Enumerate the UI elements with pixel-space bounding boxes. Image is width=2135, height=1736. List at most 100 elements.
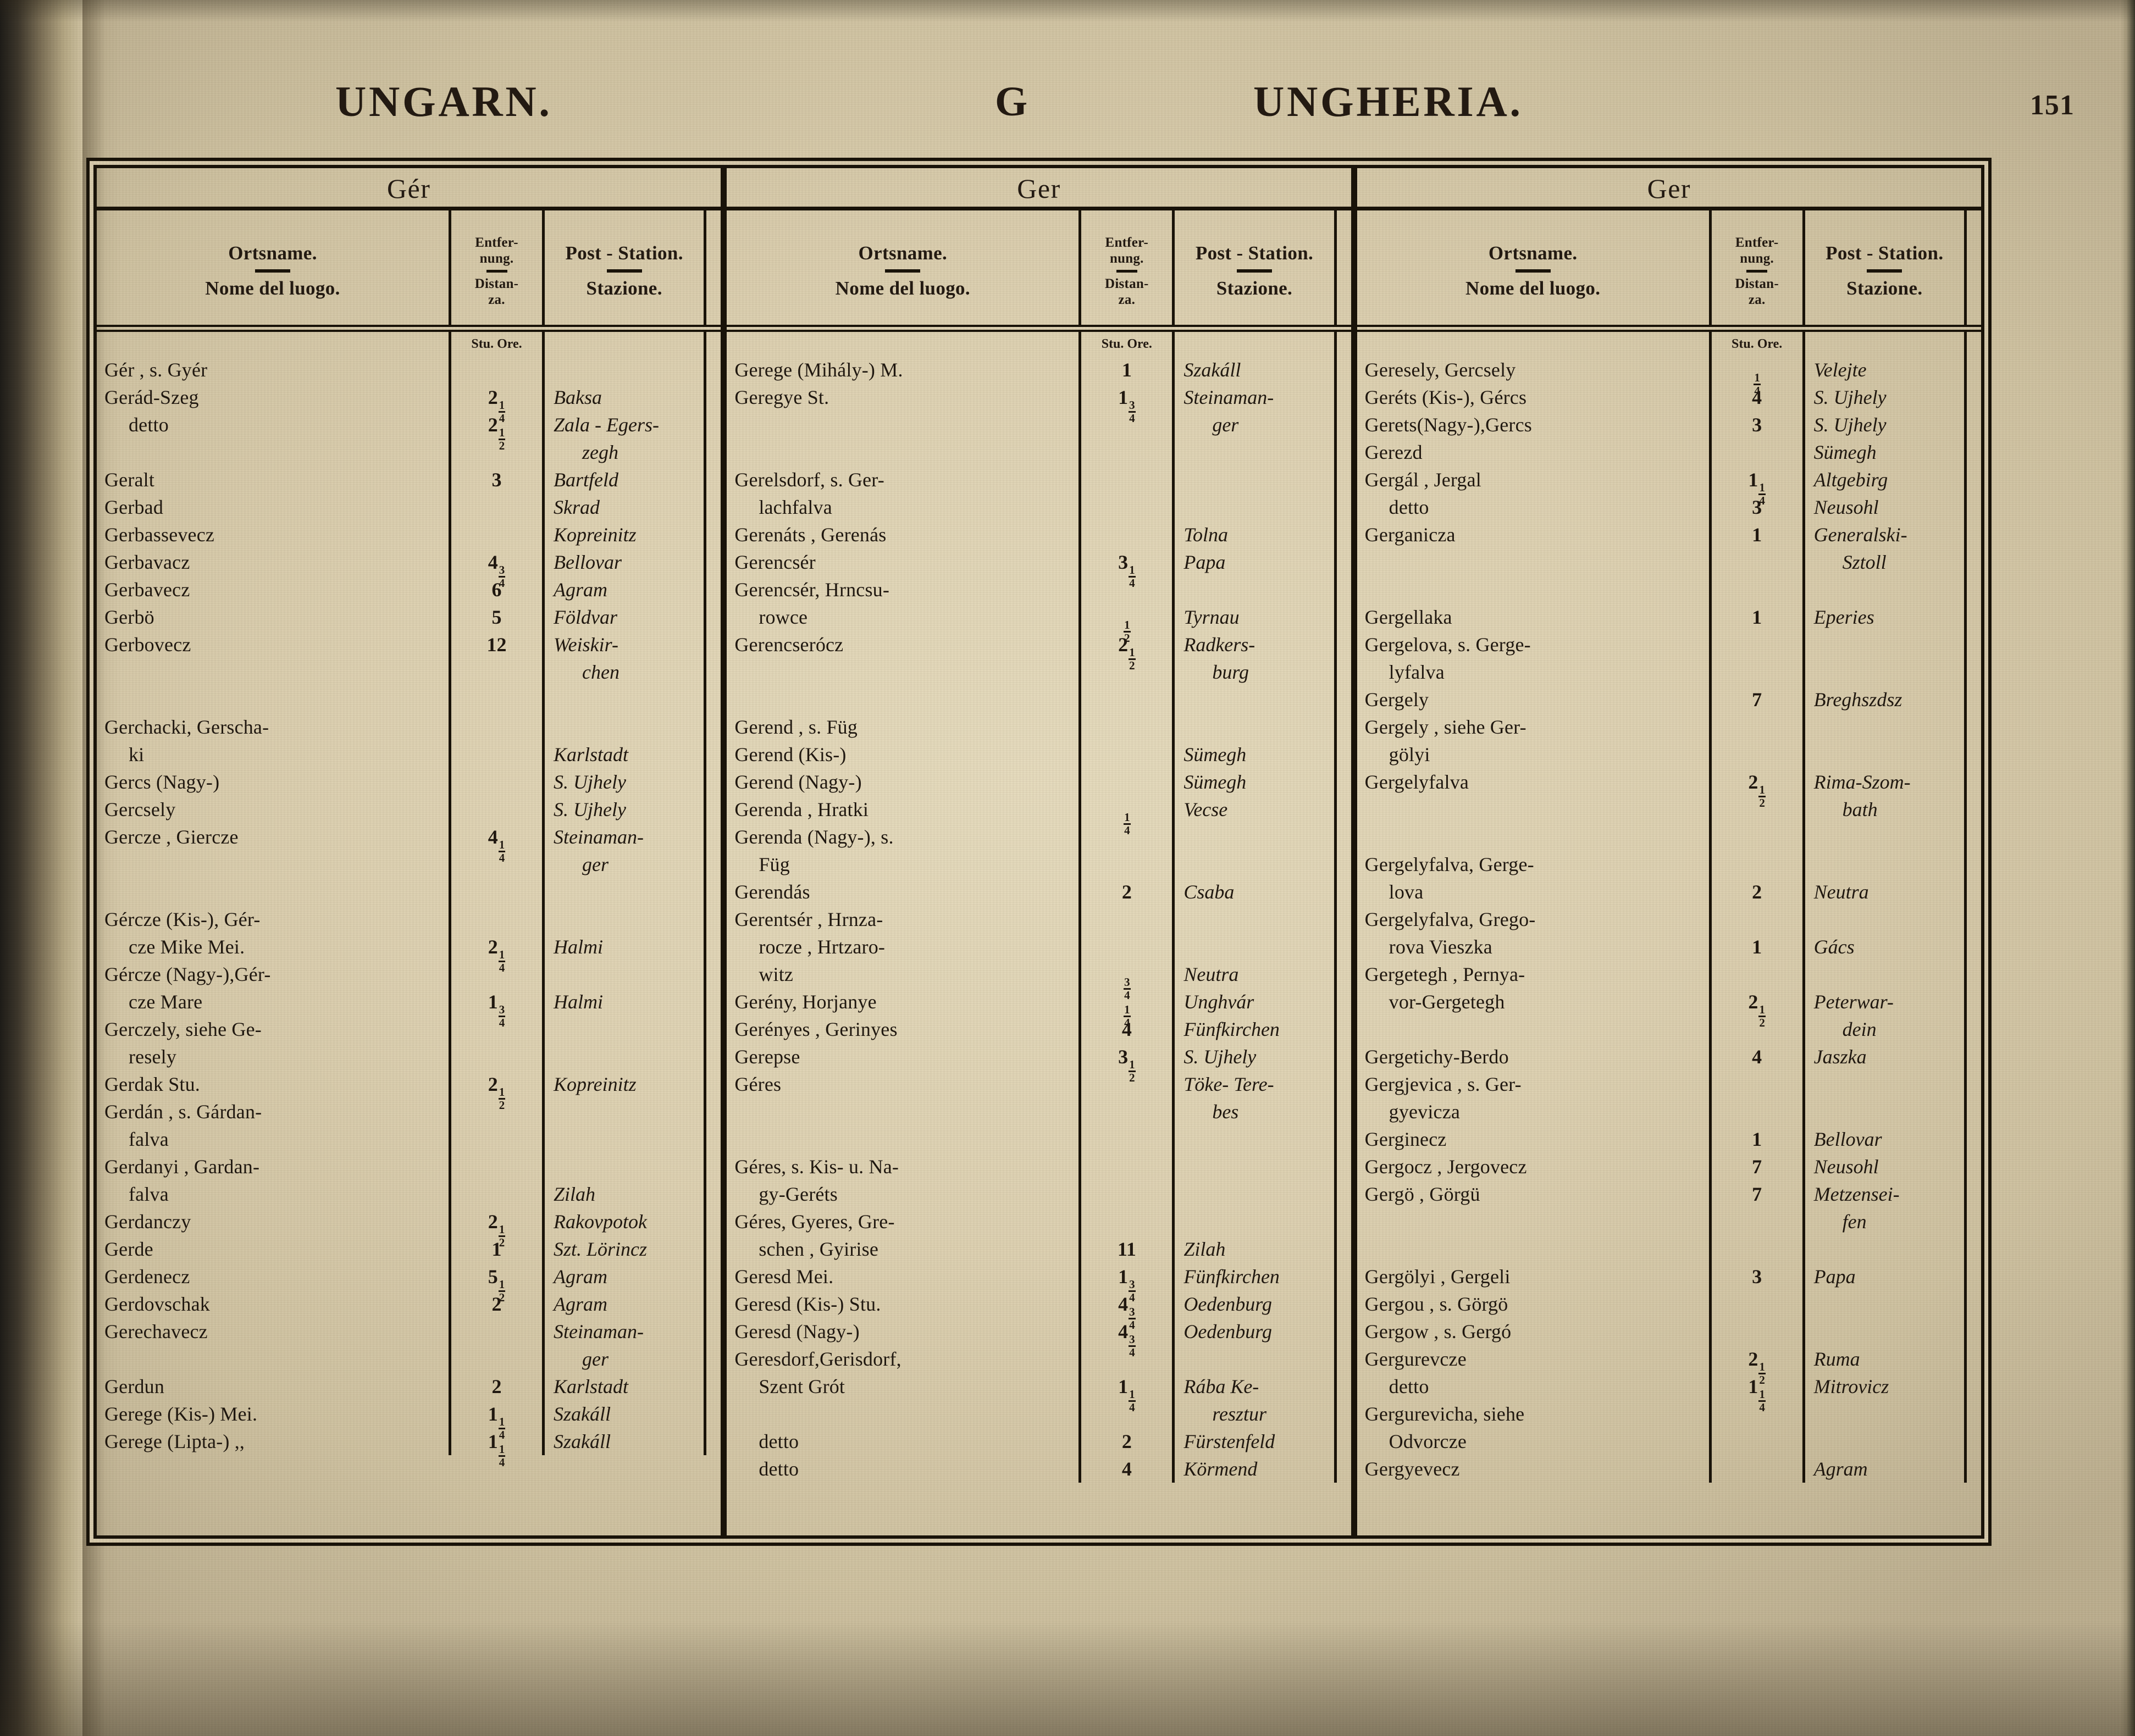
table-row[interactable]: Gergetegh , Pernya-: [1357, 961, 1981, 988]
table-row[interactable]: Gerád-Szeg 2 1 4 Baksa: [97, 384, 721, 424]
table-row[interactable]: Gerendás 2 Csaba: [727, 878, 1351, 906]
table-row[interactable]: Gerdanczy 2 1 2 Rakovpotok: [97, 1208, 721, 1248]
table-row[interactable]: Gerdovschak 2 Agram: [97, 1290, 721, 1318]
table-row[interactable]: [727, 439, 1351, 466]
table-row[interactable]: Geréts (Kis-), Gércs 4 S. Ujhely: [1357, 384, 1981, 411]
table-row[interactable]: zegh: [97, 439, 721, 466]
table-row[interactable]: Gergölyi , Gergeli 3 Papa: [1357, 1263, 1981, 1290]
table-row[interactable]: [727, 686, 1351, 713]
table-row[interactable]: Gerepse 3 1 2 S. Ujhely: [727, 1043, 1351, 1083]
table-row[interactable]: ger: [97, 1345, 721, 1373]
table-row[interactable]: [727, 1125, 1351, 1153]
table-row[interactable]: chen: [97, 658, 721, 686]
table-row[interactable]: gy-Geréts: [727, 1180, 1351, 1208]
table-row[interactable]: vor-Gergetegh 2 1 2 Peterwar-: [1357, 988, 1981, 1028]
table-row[interactable]: falva: [97, 1125, 721, 1153]
table-row[interactable]: detto 3 Neusohl: [1357, 493, 1981, 521]
table-row[interactable]: rowce 1 2 Tyrnau: [727, 603, 1351, 644]
table-row[interactable]: detto 2 Fürstenfeld: [727, 1428, 1351, 1455]
table-row[interactable]: bes: [727, 1098, 1351, 1125]
table-row[interactable]: Gergjevica , s. Ger-: [1357, 1071, 1981, 1098]
table-row[interactable]: cze Mare 1 3 4 Halmi: [97, 988, 721, 1028]
table-row[interactable]: Gergurevcze 2 1 2 Ruma: [1357, 1345, 1981, 1385]
table-row[interactable]: ger: [727, 411, 1351, 439]
table-row[interactable]: Gergelyfalva 2 1 2 Rima-Szom-: [1357, 768, 1981, 808]
table-row[interactable]: Odvorcze: [1357, 1428, 1981, 1455]
table-row[interactable]: Gerentsér , Hrnza-: [727, 906, 1351, 933]
table-row[interactable]: Gerencsér 3 1 4 Papa: [727, 548, 1351, 589]
table-row[interactable]: Gercs (Nagy-) S. Ujhely: [97, 768, 721, 796]
table-row[interactable]: Geresd (Kis-) Stu. 4 3 4 Oedenburg: [727, 1290, 1351, 1330]
table-row[interactable]: Gerenda , Hratki 1 4 Vecse: [727, 796, 1351, 836]
table-row[interactable]: Gerbovecz 12 Weiskir-: [97, 631, 721, 658]
table-row[interactable]: ki Karlstadt: [97, 741, 721, 768]
table-row[interactable]: Gerény, Horjanye 1 4 Unghvár: [727, 988, 1351, 1028]
table-row[interactable]: Gerdenecz 5 1 2 Agram: [97, 1263, 721, 1303]
table-row[interactable]: Gergely , siehe Ger-: [1357, 713, 1981, 741]
table-row[interactable]: cze Mike Mei. 2 1 4 Halmi: [97, 933, 721, 973]
table-row[interactable]: Gerdun 2 Karlstadt: [97, 1373, 721, 1400]
table-row[interactable]: Gergelyfalva, Grego-: [1357, 906, 1981, 933]
table-row[interactable]: schen , Gyirise 11 Zilah: [727, 1235, 1351, 1263]
table-row[interactable]: Geralt 3 Bartfeld: [97, 466, 721, 493]
table-row[interactable]: lachfalva: [727, 493, 1351, 521]
table-row[interactable]: Gerbavecz 6 Agram: [97, 576, 721, 603]
table-row[interactable]: Gercsely S. Ujhely: [97, 796, 721, 823]
table-row[interactable]: Gerets(Nagy-),Gercs 3 S. Ujhely: [1357, 411, 1981, 439]
table-row[interactable]: burg: [727, 658, 1351, 686]
table-row[interactable]: [1357, 1235, 1981, 1263]
table-row[interactable]: Gerenda (Nagy-), s.: [727, 823, 1351, 851]
table-row[interactable]: Gerend , s. Füg: [727, 713, 1351, 741]
table-row[interactable]: Gerechavecz Steinaman-: [97, 1318, 721, 1345]
table-row[interactable]: lyfalva: [1357, 658, 1981, 686]
table-row[interactable]: Gercze , Giercze 4 1 4 Steinaman-: [97, 823, 721, 863]
table-row[interactable]: Gergál , Jergal 1 1 4 Altgebirg: [1357, 466, 1981, 506]
table-row[interactable]: Gergow , s. Gergó: [1357, 1318, 1981, 1345]
table-row[interactable]: Gerencsér, Hrncsu-: [727, 576, 1351, 603]
table-row[interactable]: Füg: [727, 851, 1351, 878]
table-row[interactable]: rova Vieszka 1 Gács: [1357, 933, 1981, 961]
table-row[interactable]: ger: [97, 851, 721, 878]
table-row[interactable]: Gergö , Görgü 7 Metzensei-: [1357, 1180, 1981, 1208]
table-row[interactable]: Gerdán , s. Gárdan-: [97, 1098, 721, 1125]
table-row[interactable]: Gergellaka 1 Eperies: [1357, 603, 1981, 631]
table-row[interactable]: gölyi: [1357, 741, 1981, 768]
table-row[interactable]: Geresely, Gercsely 1 4 Velejte: [1357, 356, 1981, 396]
table-row[interactable]: Géres, s. Kis- u. Na-: [727, 1153, 1351, 1180]
table-row[interactable]: Géres Töke- Tere-: [727, 1071, 1351, 1098]
table-row[interactable]: Geresd (Nagy-) 4 3 4 Oedenburg: [727, 1318, 1351, 1358]
table-row[interactable]: Gerend (Kis-) Sümegh: [727, 741, 1351, 768]
table-row[interactable]: Szent Grót 1 1 4 Rába Ke-: [727, 1373, 1351, 1413]
table-row[interactable]: Gércze (Kis-), Gér-: [97, 906, 721, 933]
table-row[interactable]: Gergetichy-Berdo 4 Jaszka: [1357, 1043, 1981, 1071]
table-row[interactable]: Gerbad Skrad: [97, 493, 721, 521]
table-row[interactable]: Geresdorf,Gerisdorf,: [727, 1345, 1351, 1373]
table-row[interactable]: resely: [97, 1043, 721, 1071]
table-row[interactable]: Geregye St. 1 3 4 Steinaman-: [727, 384, 1351, 424]
table-row[interactable]: Gerbö 5 Földvar: [97, 603, 721, 631]
table-row[interactable]: bath: [1357, 796, 1981, 823]
table-row[interactable]: Gerenáts , Gerenás Tolna: [727, 521, 1351, 548]
table-row[interactable]: lova 2 Neutra: [1357, 878, 1981, 906]
table-row[interactable]: [1357, 823, 1981, 851]
table-row[interactable]: Geresd Mei. 1 3 4 Fünfkirchen: [727, 1263, 1351, 1303]
table-row[interactable]: detto 2 1 2 Zala - Egers-: [97, 411, 721, 451]
table-row[interactable]: [1357, 576, 1981, 603]
table-row[interactable]: witz 3 4 Neutra: [727, 961, 1351, 1001]
table-row[interactable]: Gergelyfalva, Gerge-: [1357, 851, 1981, 878]
table-row[interactable]: Gerginecz 1 Bellovar: [1357, 1125, 1981, 1153]
table-row[interactable]: Gerencserócz 2 1 2 Radkers-: [727, 631, 1351, 671]
table-row[interactable]: detto 1 1 4 Mitrovicz: [1357, 1373, 1981, 1413]
table-row[interactable]: falva Zilah: [97, 1180, 721, 1208]
table-row[interactable]: Gergyevecz Agram: [1357, 1455, 1981, 1483]
table-row[interactable]: [97, 686, 721, 713]
table-row[interactable]: resztur: [727, 1400, 1351, 1428]
table-row[interactable]: Gergou , s. Görgö: [1357, 1290, 1981, 1318]
table-row[interactable]: Gerdanyi , Gardan-: [97, 1153, 721, 1180]
table-row[interactable]: Gerde 1 Szt. Lörincz: [97, 1235, 721, 1263]
table-row[interactable]: Gér , s. Gyér: [97, 356, 721, 384]
table-row[interactable]: Gerchacki, Gerscha-: [97, 713, 721, 741]
table-row[interactable]: Gerényes , Gerinyes 4 Fünfkirchen: [727, 1016, 1351, 1043]
table-row[interactable]: Gerbavacz 4 3 4 Bellovar: [97, 548, 721, 589]
table-row[interactable]: Gergely 7 Breghszdsz: [1357, 686, 1981, 713]
